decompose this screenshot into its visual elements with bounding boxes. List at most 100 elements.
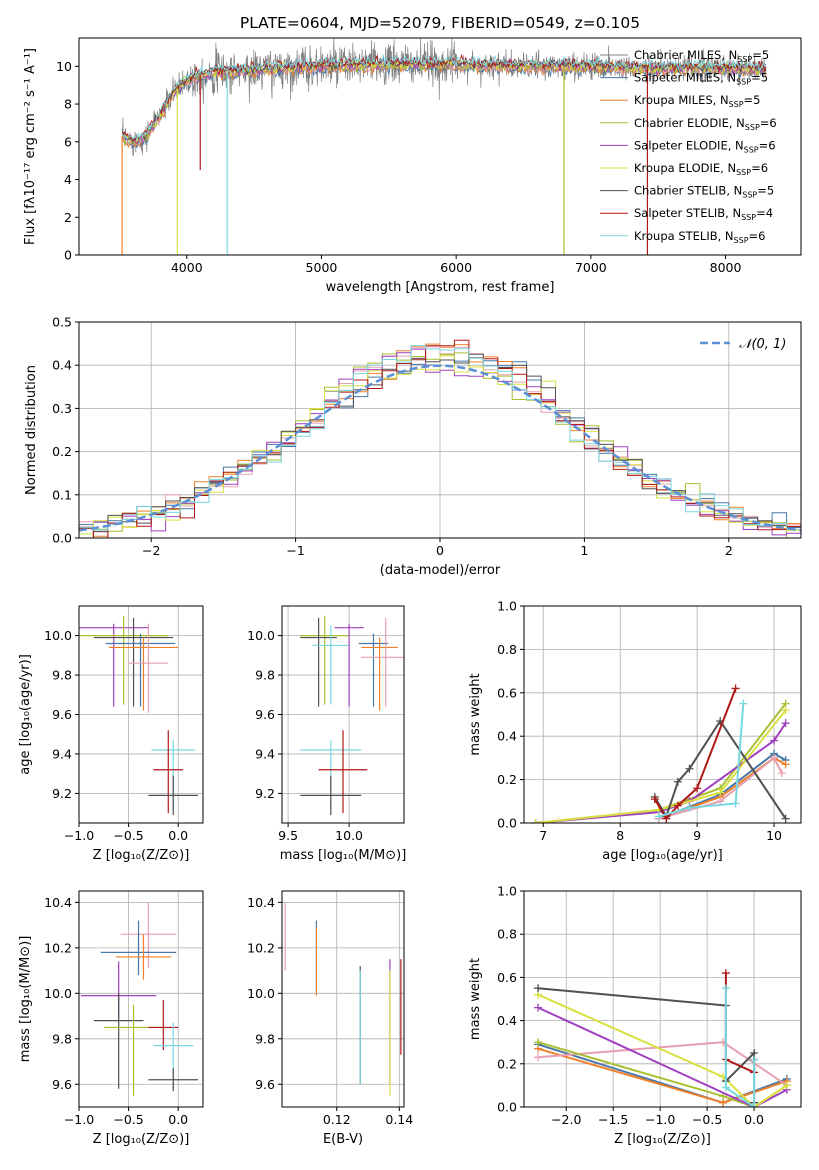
x-tick-label: 5000 bbox=[306, 260, 338, 275]
x-tick-label: 0.0 bbox=[168, 828, 188, 843]
y-tick-label: 0.4 bbox=[52, 358, 72, 373]
mass-weight-marker bbox=[731, 684, 740, 693]
y-axis-label: age [log₁₀(age/yr)] bbox=[18, 654, 33, 775]
y-axis-label: Normed distribution bbox=[24, 365, 39, 495]
mass-weight-marker bbox=[739, 699, 748, 708]
x-tick-label: 6000 bbox=[440, 260, 472, 275]
x-tick-label: 1 bbox=[580, 543, 588, 558]
y-axis-label: mass weight bbox=[468, 958, 483, 1040]
y-tick-label: 10 bbox=[56, 59, 72, 74]
mass-weight-marker bbox=[781, 706, 790, 715]
mass-weight-line bbox=[724, 988, 756, 1107]
mass-weight-marker bbox=[685, 764, 694, 773]
age_vs_mass-panel: 9.5 10.0 9.2 9.4 9.6 9.8 10.0 mass [log₁₀(M/M⊙)… bbox=[247, 605, 407, 863]
x-tick-label: 8 bbox=[616, 828, 624, 843]
mass-weight-marker bbox=[721, 1083, 730, 1092]
mass-weight-marker bbox=[716, 788, 725, 797]
x-tick-label: −1.0 bbox=[645, 1112, 675, 1127]
x-tick-label: 10.0 bbox=[335, 828, 363, 843]
y-tick-label: 0.1 bbox=[52, 487, 72, 502]
plot-area bbox=[531, 684, 790, 823]
x-tick-label: 7000 bbox=[575, 260, 607, 275]
axes-frame bbox=[523, 890, 802, 1108]
y-tick-label: 0.6 bbox=[497, 970, 517, 985]
model-spectrum-line bbox=[121, 57, 766, 143]
mass-weight-marker bbox=[534, 1003, 543, 1012]
axes-frame bbox=[281, 890, 405, 1108]
axes: −2.0 −1.5 −1.0 −0.5 0.0 0.0 0.2 0.4 0.6 0.8 1.0 Z [… bbox=[468, 884, 802, 1147]
mass-weight-line bbox=[658, 703, 745, 818]
y-tick-label: 0.4 bbox=[497, 1013, 517, 1028]
axes: 9.5 10.0 9.2 9.4 9.6 9.8 10.0 mass [log₁₀(M/M⊙)… bbox=[247, 605, 407, 863]
gaussian-curve bbox=[79, 364, 801, 532]
x-tick-label: −0.5 bbox=[113, 1112, 143, 1127]
y-tick-label: 6 bbox=[64, 134, 72, 149]
x-tick-label: −1 bbox=[286, 543, 304, 558]
x-tick-label: 9.5 bbox=[278, 828, 298, 843]
legend-entry: Kroupa ELODIE, NSSP=6 bbox=[634, 161, 768, 177]
mass-weight-marker bbox=[534, 1038, 543, 1047]
axes: −2 −1 0 1 2 0.0 0.1 0.2 0.3 0.4 0.5 (data-model)/er… bbox=[24, 315, 802, 578]
x-tick-label: −0.5 bbox=[113, 828, 143, 843]
x-axis-label: mass [log₁₀(M/M⊙)] bbox=[280, 848, 407, 863]
legend-entry: 𝒩(0, 1) bbox=[739, 337, 786, 352]
mass-weight-line bbox=[538, 987, 756, 1103]
x-tick-label: −1.5 bbox=[598, 1112, 628, 1127]
x-tick-label: 9 bbox=[693, 828, 701, 843]
plot-area bbox=[534, 969, 791, 1107]
mass-weight-marker bbox=[685, 803, 694, 812]
y-tick-label: 8 bbox=[64, 97, 72, 112]
mass-weight-marker bbox=[693, 784, 702, 793]
legend-entry: Salpeter ELODIE, NSSP=6 bbox=[634, 138, 776, 154]
legend-entry: Chabrier ELODIE, NSSP=6 bbox=[634, 116, 777, 132]
spectrum-title: PLATE=0604, MJD=52079, FIBERID=0549, z=0… bbox=[240, 14, 640, 32]
x-tick-label: 8000 bbox=[710, 260, 742, 275]
x-tick-label: −2 bbox=[142, 543, 160, 558]
mass-weight-marker bbox=[777, 769, 786, 778]
weight_vs_Z-panel: −2.0 −1.5 −1.0 −0.5 0.0 0.0 0.2 0.4 0.6 0.8 1.0 Z [… bbox=[468, 884, 802, 1147]
axes: 0.12 0.14 9.6 9.8 10.0 10.2 10.4 E(B-V) bbox=[247, 890, 413, 1147]
mass-weight-marker bbox=[721, 984, 730, 993]
mass_vs_ebv-panel: 0.12 0.14 9.6 9.8 10.0 10.2 10.4 E(B-V) bbox=[247, 890, 413, 1147]
y-tick-label: 9.8 bbox=[52, 1031, 72, 1046]
y-tick-label: 9.6 bbox=[255, 1077, 275, 1092]
plot-area bbox=[284, 902, 402, 1096]
legend-entry: Chabrier STELIB, NSSP=5 bbox=[634, 184, 774, 200]
axes-frame bbox=[523, 605, 802, 824]
mass-weight-marker bbox=[534, 984, 543, 993]
mass-weight-marker bbox=[650, 795, 659, 804]
y-tick-label: 9.6 bbox=[52, 707, 72, 722]
y-tick-label: 0.2 bbox=[497, 1056, 517, 1071]
mass-weight-marker bbox=[534, 1053, 543, 1062]
y-tick-label: 0.0 bbox=[497, 1100, 517, 1115]
x-tick-label: −2.0 bbox=[551, 1112, 581, 1127]
weight_vs_age-panel: 7 8 9 10 0.0 0.2 0.4 0.6 0.8 1.0 age [log₁₀(age/yr… bbox=[468, 599, 802, 863]
x-axis-label: Z [log₁₀(Z/Z⊙)] bbox=[93, 848, 190, 863]
residual-legend: 𝒩(0, 1) bbox=[700, 337, 786, 352]
mass-weight-line bbox=[537, 1041, 788, 1107]
mass-weight-marker bbox=[770, 736, 779, 745]
y-tick-label: 9.2 bbox=[52, 786, 72, 801]
y-tick-label: 9.4 bbox=[255, 746, 275, 761]
x-axis-label: Z [log₁₀(Z/Z⊙)] bbox=[93, 1132, 190, 1147]
y-tick-label: 9.8 bbox=[255, 1031, 275, 1046]
x-tick-label: 10 bbox=[766, 828, 782, 843]
mass-weight-marker bbox=[721, 969, 730, 978]
y-axis-label: mass [log₁₀(M/M⊙)] bbox=[18, 936, 33, 1063]
x-axis-label: age [log₁₀(age/yr)] bbox=[602, 848, 723, 863]
mass-weight-marker bbox=[654, 812, 663, 821]
y-tick-label: 0.3 bbox=[52, 401, 72, 416]
x-tick-label: 0 bbox=[436, 543, 444, 558]
y-axis-label: mass weight bbox=[468, 673, 483, 755]
y-tick-label: 9.4 bbox=[52, 746, 72, 761]
axes: −1.0 −0.5 0.0 9.6 9.8 10.0 10.2 10.4 Z [log₁₀(Z/… bbox=[18, 890, 204, 1147]
mass-weight-marker bbox=[781, 719, 790, 728]
y-tick-label: 1.0 bbox=[497, 884, 517, 899]
y-tick-label: 0.4 bbox=[497, 729, 517, 744]
mass-weight-line bbox=[537, 993, 788, 1107]
mass-weight-marker bbox=[781, 760, 790, 769]
age_vs_Z-panel: −1.0 −0.5 0.0 9.2 9.4 9.6 9.8 10.0 Z [log₁₀(Z/Z⊙… bbox=[18, 605, 204, 863]
x-tick-label: 7 bbox=[539, 828, 547, 843]
y-tick-label: 2 bbox=[64, 210, 72, 225]
y-tick-label: 10.2 bbox=[44, 940, 72, 955]
